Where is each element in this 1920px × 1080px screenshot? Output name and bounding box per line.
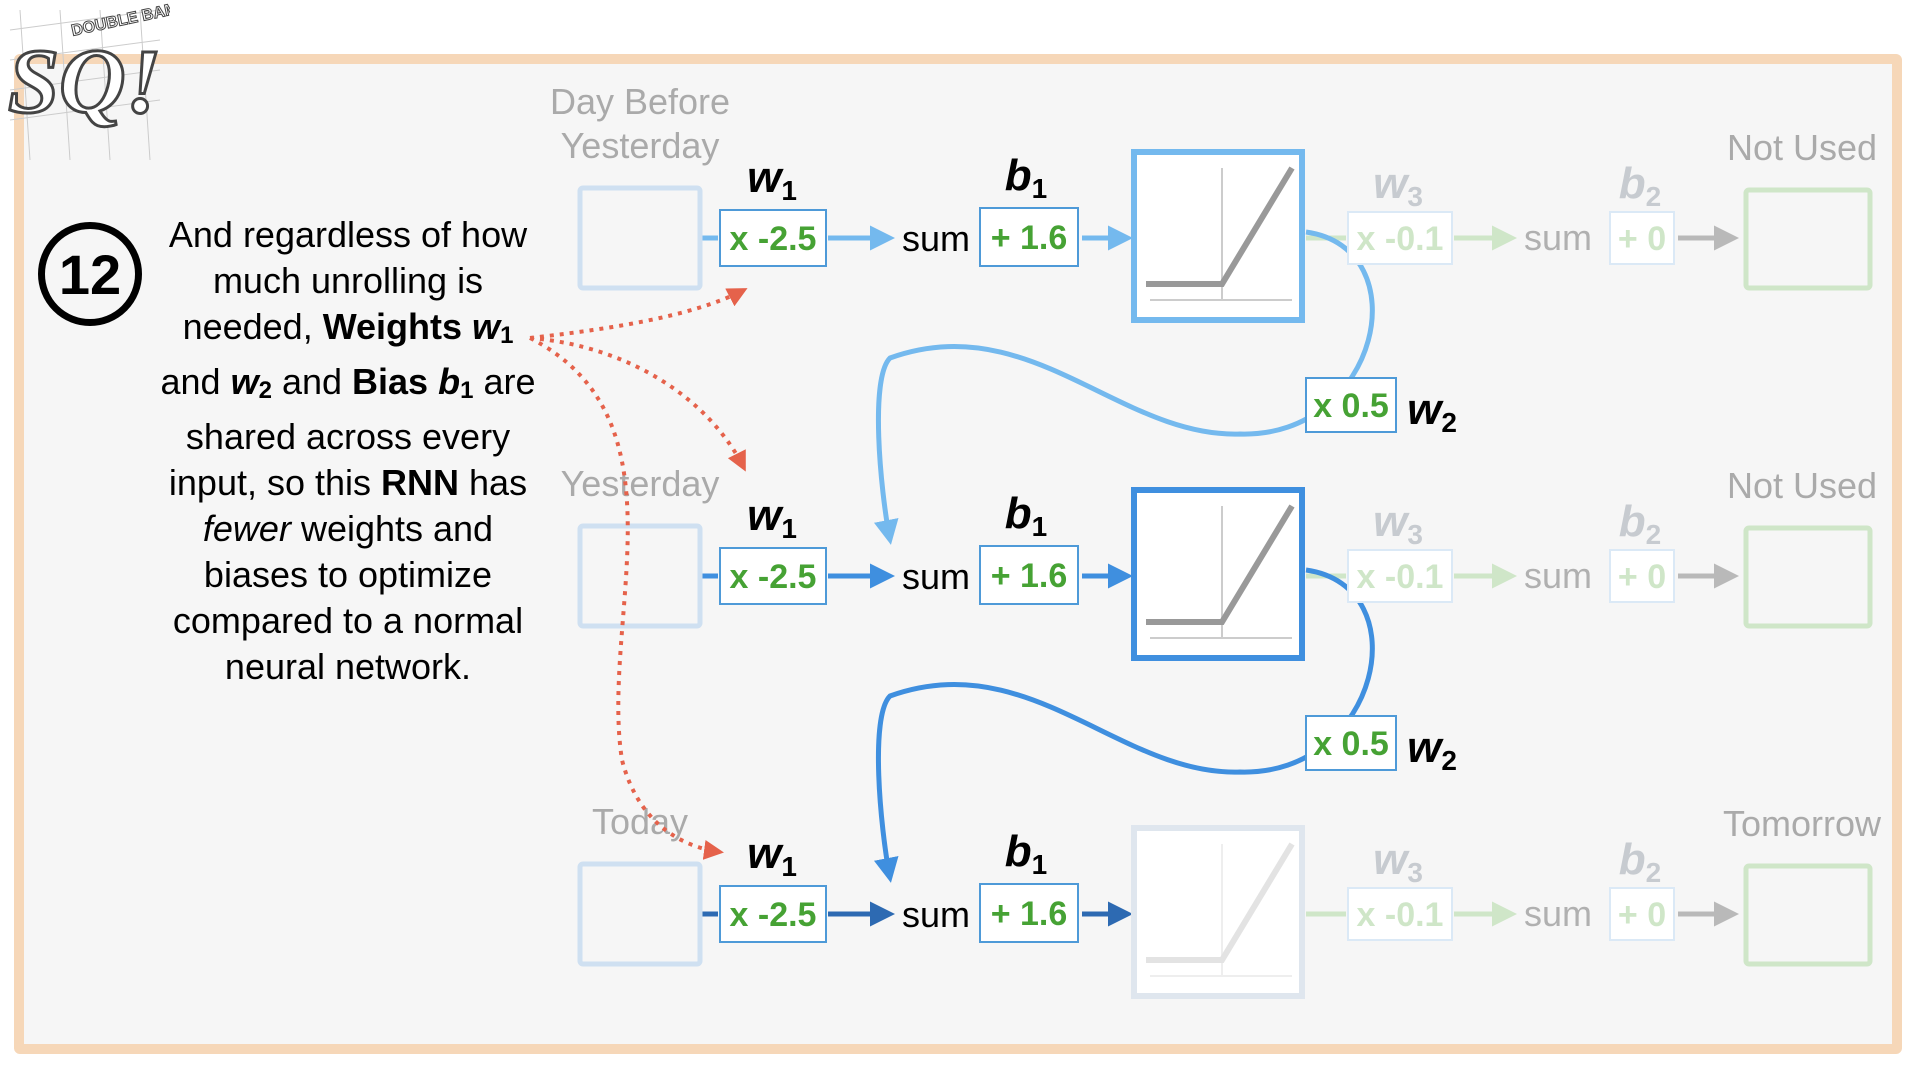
sq-logo: SQ! DOUBLE BAM!!! [7,0,170,161]
relu-curve [1146,504,1295,625]
input-label: Yesterday [561,125,720,166]
activation-node [1131,149,1305,323]
output-label: Tomorrow [1723,803,1882,844]
logo-grid [9,9,161,161]
b1-value-box [979,883,1079,943]
w1-value-box [719,547,827,605]
output-label: Not Used [1727,127,1877,168]
explanation-part: b [438,361,461,402]
w3-value: x -0.1 [1357,896,1444,934]
input-node [577,861,703,967]
w1-label: w1 [747,153,797,206]
w1-label: w1 [747,491,797,544]
pointer-arrow [529,336,724,860]
b1-label: b1 [1005,489,1047,542]
b2-value-box [1609,549,1675,603]
b2-value-box [1609,211,1675,265]
explanation-part: weights and biases to optimize compared … [172,508,524,687]
w1-value-box [719,209,827,267]
w2-label: w2 [1407,385,1457,438]
sum-label: sum [902,894,970,935]
w2-value-box [1305,377,1397,433]
explanation-part: RNN [381,462,460,503]
step-number: 12 [58,242,122,306]
explanation-part: w [230,361,259,402]
input-label: Day Before [550,81,730,122]
explanation-part: fewer [202,508,291,549]
b1-label: b1 [1005,827,1047,880]
w2-value: x 0.5 [1313,725,1389,763]
output-node [1743,525,1873,629]
b2-value: + 0 [1618,220,1666,258]
w3-value: x -0.1 [1357,558,1444,596]
b2-value: + 0 [1618,896,1666,934]
sum2-label: sum [1524,893,1592,934]
w1-value: x -2.5 [730,220,817,258]
panel-frame [14,54,1902,1054]
explanation-part: 1 [460,377,474,404]
w3-label: w3 [1373,497,1423,550]
explanation-part: w [472,306,501,347]
sum2-label: sum [1524,555,1592,596]
recurrent-loop [873,567,1375,883]
w3-label: w3 [1373,159,1423,212]
b1-value: + 1.6 [991,219,1068,257]
explanation-part: And regardless of how much unrolling is … [168,214,528,347]
w2-value-box [1305,715,1397,771]
b1-value: + 1.6 [991,557,1068,595]
w2-value: x 0.5 [1313,387,1389,425]
b1-value: + 1.6 [991,895,1068,933]
b1-value-box [979,207,1079,267]
output-node [1743,187,1873,291]
input-label: Yesterday [561,463,720,504]
activation-node [1131,487,1305,661]
explanation-part: 1 [500,322,514,349]
b2-label: b2 [1619,835,1661,888]
activation-node [1131,825,1305,999]
explanation-part: and [271,361,353,402]
sum-label: sum [902,218,970,259]
explanation-text: And regardless of how much unrolling is … [148,212,548,690]
b1-value-box [979,545,1079,605]
explanation-part: are shared across every input, so this [168,361,536,503]
sum2-label: sum [1524,217,1592,258]
explanation-part: Weights [322,306,473,347]
explanation-part: 2 [258,377,272,404]
explanation-part: Bias [352,361,439,402]
output-label: Not Used [1727,465,1877,506]
w1-value: x -2.5 [730,896,817,934]
w3-value-box [1347,549,1453,603]
w1-value-box [719,885,827,943]
relu-curve [1146,166,1295,287]
input-node [577,523,703,629]
explanation-part: and [160,361,231,402]
b2-value: + 0 [1618,558,1666,596]
w3-value-box [1347,211,1453,265]
pointer-arrow [529,336,746,472]
pointer-arrow [529,288,748,340]
input-node [577,185,703,291]
output-node [1743,863,1873,967]
b2-label: b2 [1619,159,1661,212]
explanation-part: has [459,462,528,503]
b2-value-box [1609,887,1675,941]
step-number-badge: 12 [38,222,142,326]
w1-value: x -2.5 [730,558,817,596]
w1-label: w1 [747,829,797,882]
w2-label: w2 [1407,723,1457,776]
w3-label: w3 [1373,835,1423,888]
b2-label: b2 [1619,497,1661,550]
w3-value-box [1347,887,1453,941]
b1-label: b1 [1005,151,1047,204]
recurrent-loop [873,229,1375,545]
sum-label: sum [902,556,970,597]
logo-letters: SQ! [8,30,161,132]
relu-curve [1146,842,1295,963]
w3-value: x -0.1 [1357,220,1444,258]
